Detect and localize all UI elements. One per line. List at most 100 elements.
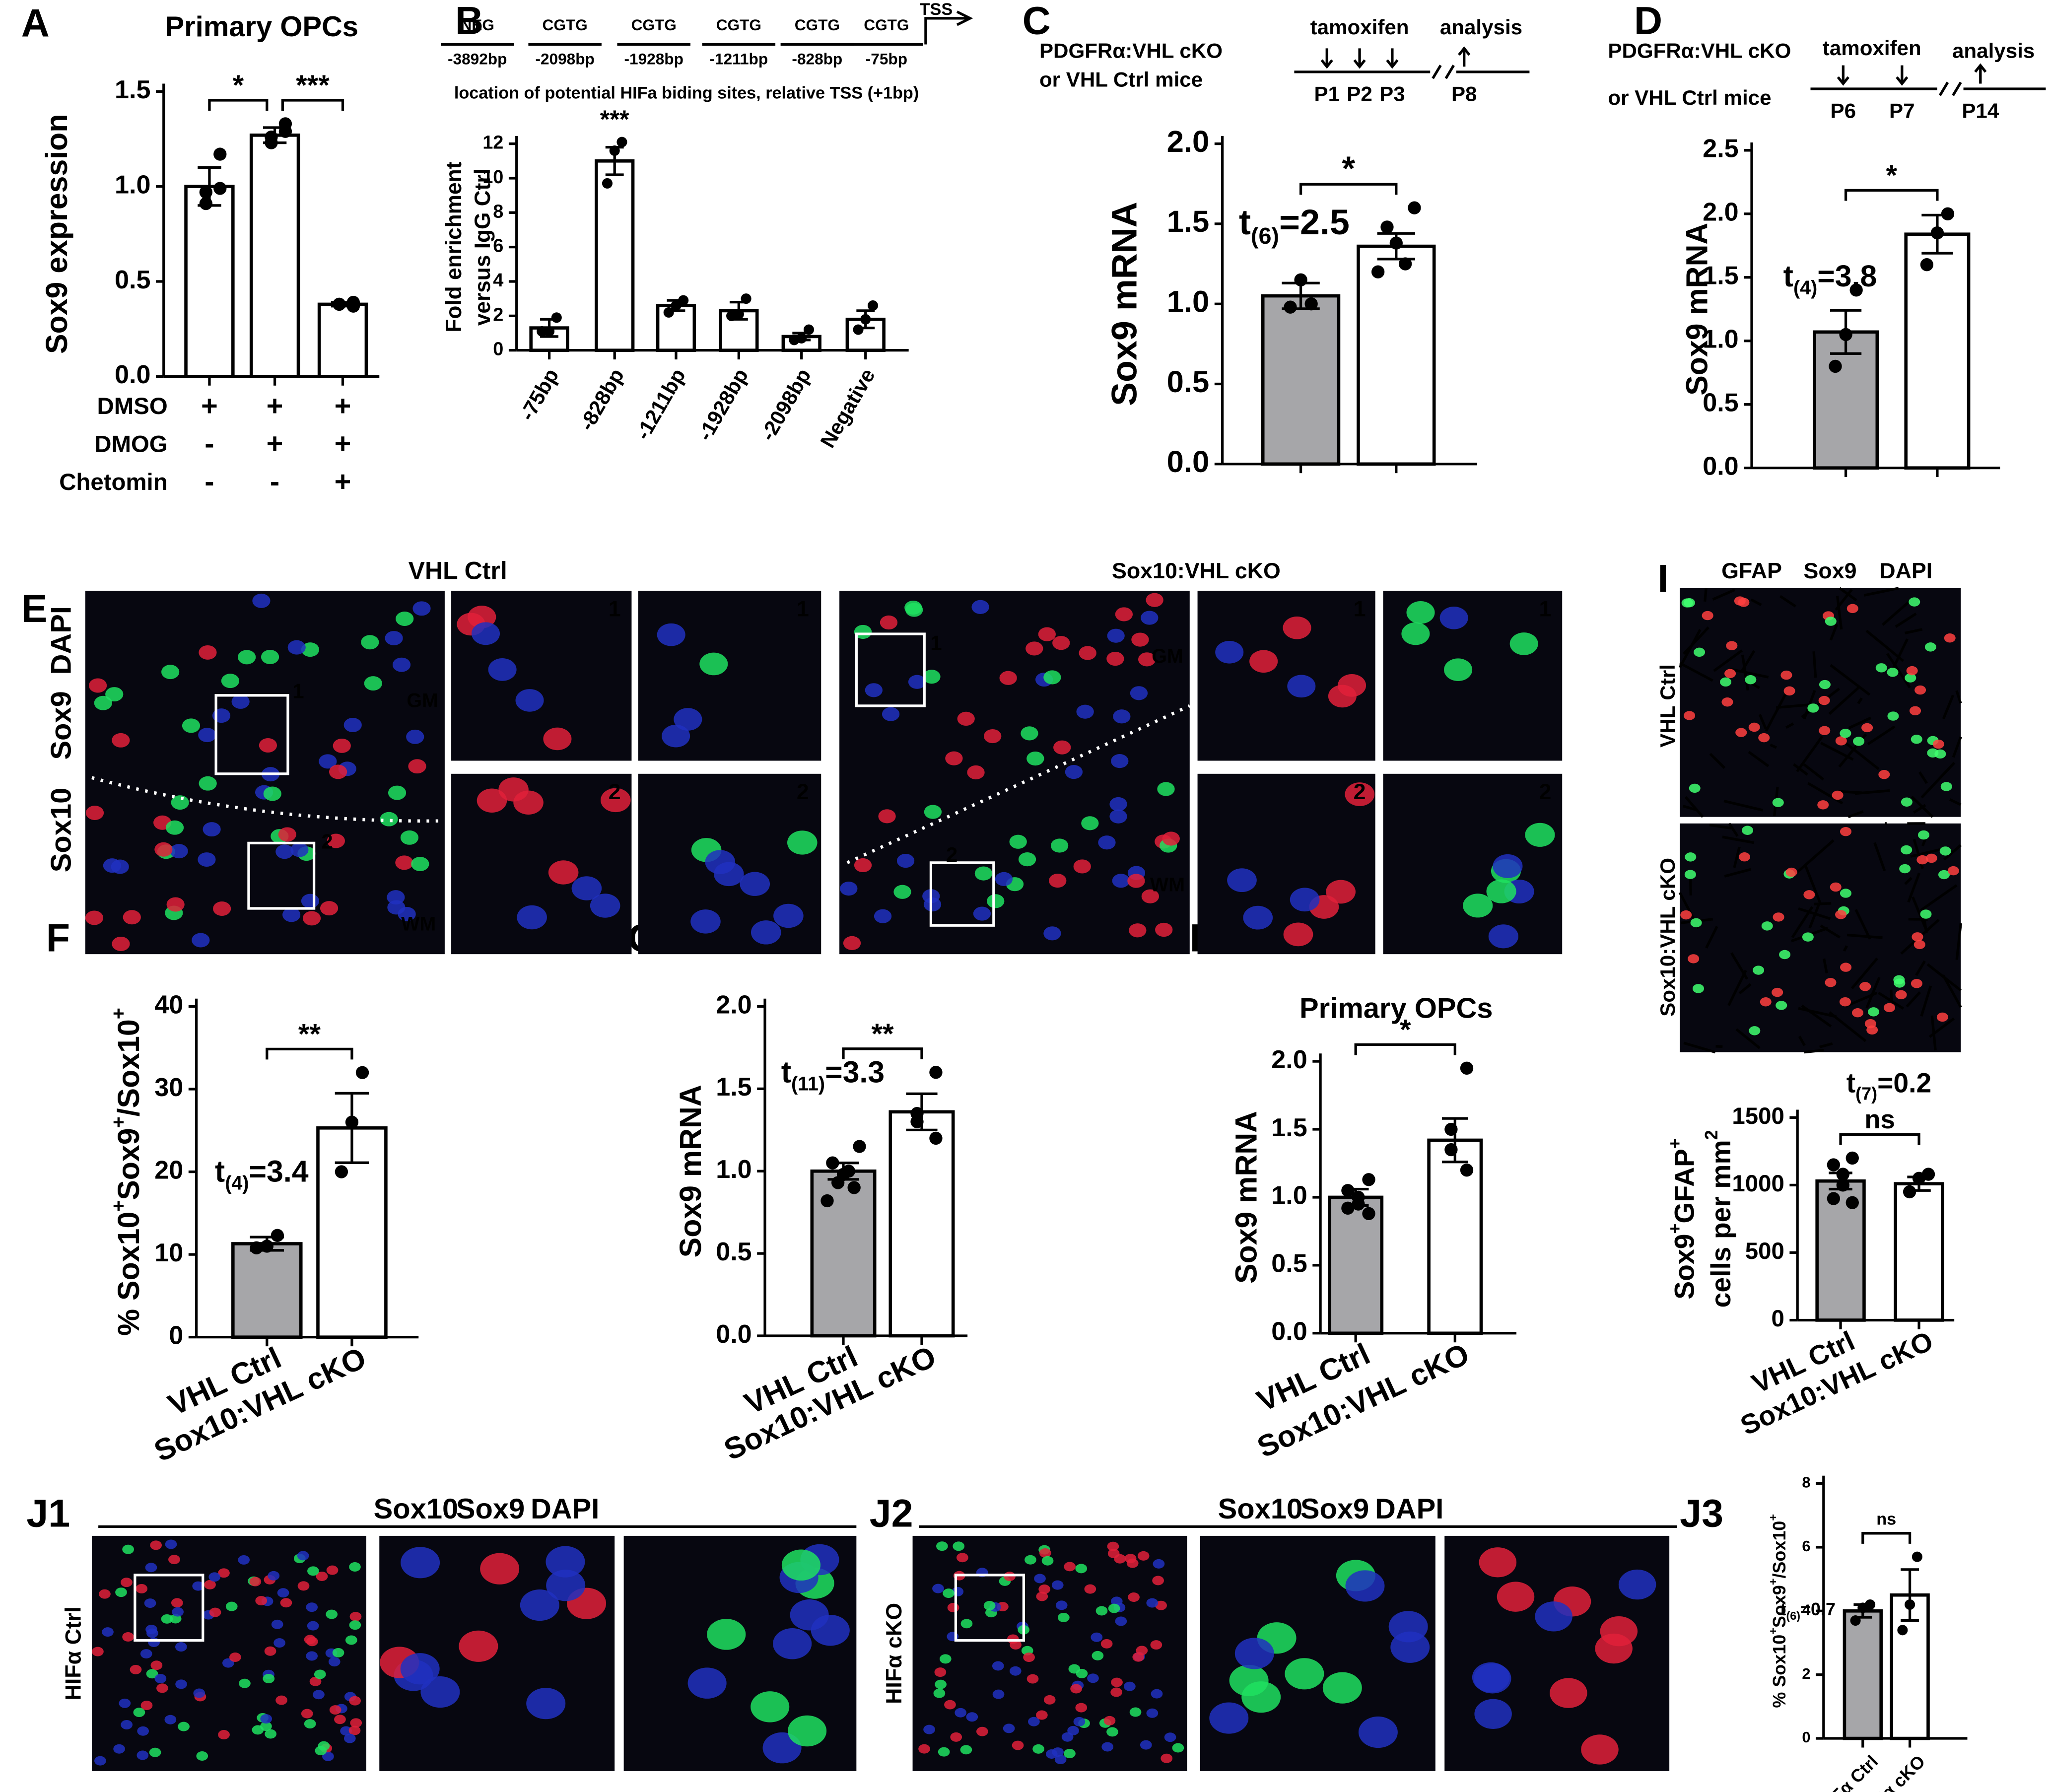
y-axis-label: Fold enrichment xyxy=(442,161,466,332)
nucleus xyxy=(880,615,898,630)
fiber xyxy=(1847,810,1864,819)
data-point xyxy=(1845,1151,1859,1165)
inset-label: 1 xyxy=(292,680,304,703)
t-statistic-part: t xyxy=(215,1155,225,1188)
nucleus xyxy=(316,1572,328,1582)
nucleus xyxy=(343,1733,356,1743)
bar xyxy=(656,304,696,352)
nucleus xyxy=(1803,890,1815,899)
fiber xyxy=(1770,743,1777,749)
micrograph xyxy=(1383,773,1563,955)
nucleus xyxy=(1694,647,1706,657)
nucleus xyxy=(204,1580,216,1589)
nucleus xyxy=(1479,1547,1517,1578)
nucleus xyxy=(1830,882,1842,892)
nucleus xyxy=(99,1589,111,1599)
y-axis-label: Sox9 mRNA xyxy=(674,1085,707,1257)
nucleus xyxy=(349,1696,361,1706)
x-tick-label: -75bp xyxy=(515,364,563,424)
nucleus xyxy=(1038,627,1056,641)
fiber xyxy=(1943,844,1962,861)
significance-bracket xyxy=(281,99,344,111)
nucleus xyxy=(1098,835,1116,850)
nucleus xyxy=(198,728,216,743)
nucleus xyxy=(1390,1631,1430,1663)
nucleus xyxy=(1726,641,1738,650)
day-label: P3 xyxy=(1379,82,1405,105)
nucleus xyxy=(1164,1732,1176,1742)
nucleus xyxy=(1115,1616,1127,1626)
inset-label: 1 xyxy=(797,596,809,621)
nucleus xyxy=(1051,1580,1064,1590)
y-tick-label: 1.0 xyxy=(1703,325,1738,353)
day-label: P6 xyxy=(1831,99,1856,123)
y-axis-label-part: /Sox10 xyxy=(112,1019,145,1116)
data-point xyxy=(1408,201,1421,214)
nucleus xyxy=(1525,823,1555,847)
x-tick-label: -828bp xyxy=(575,364,629,434)
inset-label: 2 xyxy=(609,779,621,804)
nucleus xyxy=(1009,834,1027,849)
nucleus xyxy=(1039,1548,1051,1558)
data-point xyxy=(678,295,689,306)
nucleus xyxy=(843,936,861,951)
nucleus xyxy=(938,1747,950,1757)
nucleus xyxy=(102,1627,114,1637)
nucleus xyxy=(1861,723,1873,733)
nucleus xyxy=(154,1674,167,1684)
y-axis-label: Sox9+GFAP+ xyxy=(1664,1138,1700,1300)
data-point xyxy=(726,310,737,321)
fiber xyxy=(1928,1017,1955,1038)
nucleus xyxy=(302,911,321,926)
fiber xyxy=(1715,1045,1723,1048)
region-label: GM xyxy=(407,689,438,711)
data-point xyxy=(831,1176,845,1189)
fiber xyxy=(1812,651,1817,678)
inset-label: 1 xyxy=(609,596,621,621)
nucleus xyxy=(488,658,517,681)
nucleus xyxy=(1285,1658,1324,1690)
data-point xyxy=(1460,1061,1474,1075)
data-point xyxy=(260,1240,273,1253)
nucleus xyxy=(546,1570,586,1601)
channel-label: Sox9 xyxy=(456,1493,525,1525)
y-axis-label-part: % Sox10 xyxy=(1769,1635,1789,1708)
data-point xyxy=(1836,1178,1849,1192)
y-tick-label: 8 xyxy=(1802,1474,1810,1491)
y-axis-label: Sox9 expression xyxy=(40,114,73,354)
nucleus xyxy=(1887,711,1899,721)
inset-box xyxy=(134,1574,205,1642)
nucleus xyxy=(1021,726,1038,741)
data-point xyxy=(1905,1599,1915,1610)
data-point xyxy=(199,197,212,210)
fiber xyxy=(1906,991,1921,1008)
nucleus xyxy=(1111,1677,1123,1687)
fiber xyxy=(1921,838,1927,847)
fiber xyxy=(1890,989,1893,1001)
y-axis-label-part: Sox9 xyxy=(1669,1234,1700,1300)
nucleus xyxy=(1685,852,1697,862)
y-tick-label: 0 xyxy=(169,1321,183,1350)
inset-label: 1 xyxy=(930,631,942,654)
nucleus xyxy=(1141,611,1159,625)
nucleus xyxy=(1003,1723,1015,1733)
panel-label: E xyxy=(21,586,48,630)
y-tick-label: 500 xyxy=(1745,1238,1784,1264)
nucleus xyxy=(1920,909,1932,919)
nucleus xyxy=(1738,598,1750,607)
nucleus xyxy=(1146,593,1163,607)
y-axis-label-part: + xyxy=(1767,1579,1779,1585)
nucleus xyxy=(1087,1673,1099,1683)
nucleus xyxy=(306,1602,318,1612)
inset-label: 2 xyxy=(946,843,957,866)
nucleus xyxy=(1819,680,1831,689)
fiber xyxy=(1836,596,1843,630)
nucleus xyxy=(1683,598,1695,608)
data-point xyxy=(551,312,562,323)
t-statistic-part: (4) xyxy=(1793,277,1817,299)
inset-label: 2 xyxy=(1354,779,1366,804)
nucleus xyxy=(1084,1584,1096,1594)
nucleus xyxy=(751,920,781,945)
fiber xyxy=(1955,923,1962,960)
nucleus xyxy=(1041,1556,1054,1566)
